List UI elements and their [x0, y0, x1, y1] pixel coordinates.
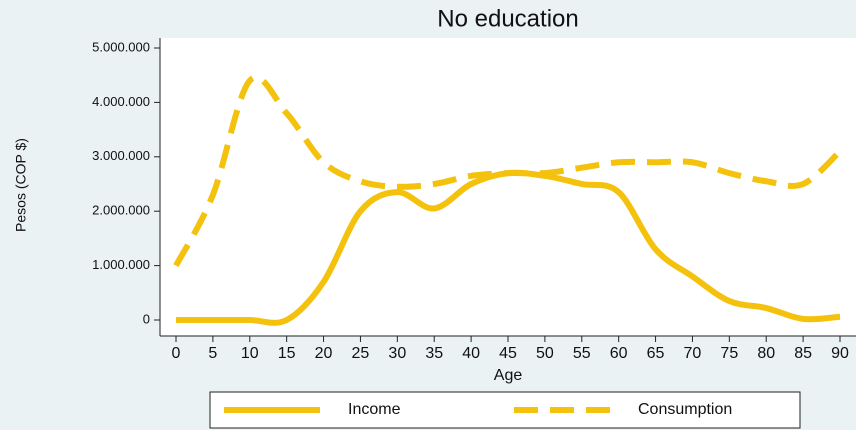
x-tick-label: 85 [794, 345, 812, 362]
y-tick-label: 4.000.000 [92, 94, 150, 109]
x-tick-label: 15 [278, 345, 296, 362]
x-tick-label: 5 [208, 345, 217, 362]
x-tick-label: 40 [462, 345, 480, 362]
x-tick-label: 65 [647, 345, 665, 362]
x-axis-label: Age [494, 367, 523, 384]
x-tick-label: 0 [172, 345, 181, 362]
x-tick-label: 30 [388, 345, 406, 362]
x-tick-label: 35 [425, 345, 443, 362]
x-tick-label: 10 [241, 345, 259, 362]
chart-title: No education [437, 5, 578, 32]
series-line [173, 74, 843, 268]
legend-label: Consumption [638, 401, 732, 418]
x-tick-label: 55 [573, 345, 591, 362]
x-tick-label: 50 [536, 345, 554, 362]
y-tick-label: 0 [143, 311, 150, 326]
x-tick-label: 70 [684, 345, 702, 362]
x-tick-label: 25 [352, 345, 370, 362]
y-tick-label: 3.000.000 [92, 148, 150, 163]
legend-label: Income [348, 401, 401, 418]
x-tick-label: 60 [610, 345, 628, 362]
x-tick-label: 90 [831, 345, 849, 362]
x-tick-label: 75 [720, 345, 738, 362]
y-axis-label: Pesos (COP $) [13, 138, 29, 232]
x-tick-label: 20 [315, 345, 333, 362]
x-tick-label: 80 [757, 345, 775, 362]
y-tick-label: 1.000.000 [92, 257, 150, 272]
plot-area [160, 38, 856, 336]
y-tick-label: 2.000.000 [92, 203, 150, 218]
y-tick-label: 5.000.000 [92, 39, 150, 54]
x-tick-label: 45 [499, 345, 517, 362]
